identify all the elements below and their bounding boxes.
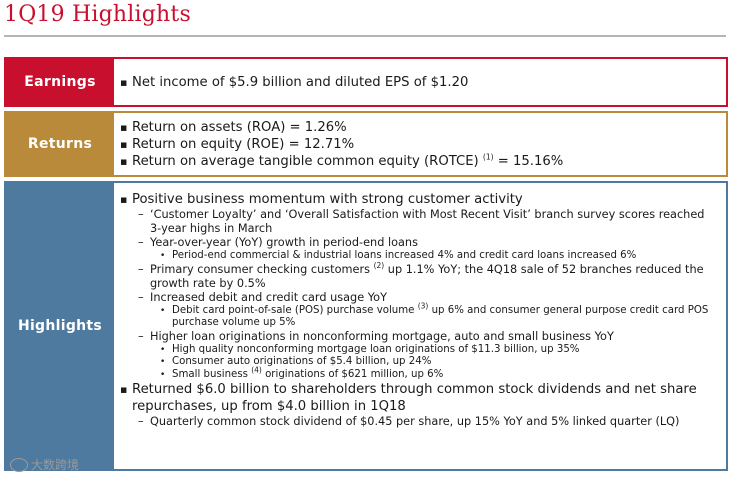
watermark-logo-icon [10,457,28,472]
pos-text-b: up 6% and consumer general purpose credi… [172,304,709,329]
rotce-value: = 15.16% [497,154,564,169]
highlights-section: Highlights Positive business momentum wi… [4,181,728,471]
returns-label: Returns [6,113,114,175]
earnings-section: Earnings Net income of $5.9 billion and … [4,57,728,107]
earnings-label: Earnings [6,59,114,105]
returns-roa: Return on assets (ROA) = 1.26% [120,119,726,136]
watermark-text: 大数跨境 [31,458,80,472]
smb-footnote: (4) [251,365,262,375]
checking-footnote: (2) [373,260,385,270]
highlight-small-business: Small business (4) originations of $621 … [120,366,726,382]
checking-text-a: Primary consumer checking customers [150,262,370,276]
rotce-footnote: (1) [482,152,494,162]
highlight-pos-volume: Debit card point-of-sale (POS) purchase … [120,302,716,330]
checking-text-b: up 1.1% YoY; the 4Q18 sale of 52 branche… [150,262,704,290]
returns-rotce: Return on average tangible common equity… [120,153,726,170]
highlight-originations: Higher loan originations in nonconformin… [120,330,726,344]
smb-text-b: originations of $621 million, up 6% [265,368,444,380]
highlight-loan-detail: Period-end commercial & industrial loans… [120,250,726,263]
pos-text-a: Debit card point-of-sale (POS) purchase … [172,304,415,316]
returns-roe: Return on equity (ROE) = 12.71% [120,136,726,153]
highlights-label: Highlights [6,183,114,469]
highlight-loan-growth: Year-over-year (YoY) growth in period-en… [120,236,726,250]
highlight-checking: Primary consumer checking customers (2) … [120,260,714,291]
watermark: 大数跨境 [10,456,79,473]
returns-section: Returns Return on assets (ROA) = 1.26% R… [4,111,728,177]
highlight-momentum: Positive business momentum with strong c… [120,191,726,208]
earnings-content: Net income of $5.9 billion and diluted E… [114,59,726,105]
pos-footnote: (3) [417,301,429,311]
title-divider [4,35,726,37]
rotce-text: Return on average tangible common equity… [132,154,479,169]
page-title: 1Q19 Highlights [4,2,191,27]
highlight-capital-return: Returned $6.0 billion to shareholders th… [120,381,716,415]
highlight-auto: Consumer auto originations of $5.4 billi… [120,356,726,369]
earnings-bullet: Net income of $5.9 billion and diluted E… [120,74,468,91]
highlights-content: Positive business momentum with strong c… [114,183,726,469]
highlight-card-usage: Increased debit and credit card usage Yo… [120,291,726,305]
returns-content: Return on assets (ROA) = 1.26% Return on… [114,113,726,175]
smb-text-a: Small business [172,368,248,380]
highlight-dividend: Quarterly common stock dividend of $0.45… [120,415,700,429]
highlight-mortgage: High quality nonconforming mortgage loan… [120,344,726,357]
highlight-survey: ‘Customer Loyalty’ and ‘Overall Satisfac… [120,208,710,236]
